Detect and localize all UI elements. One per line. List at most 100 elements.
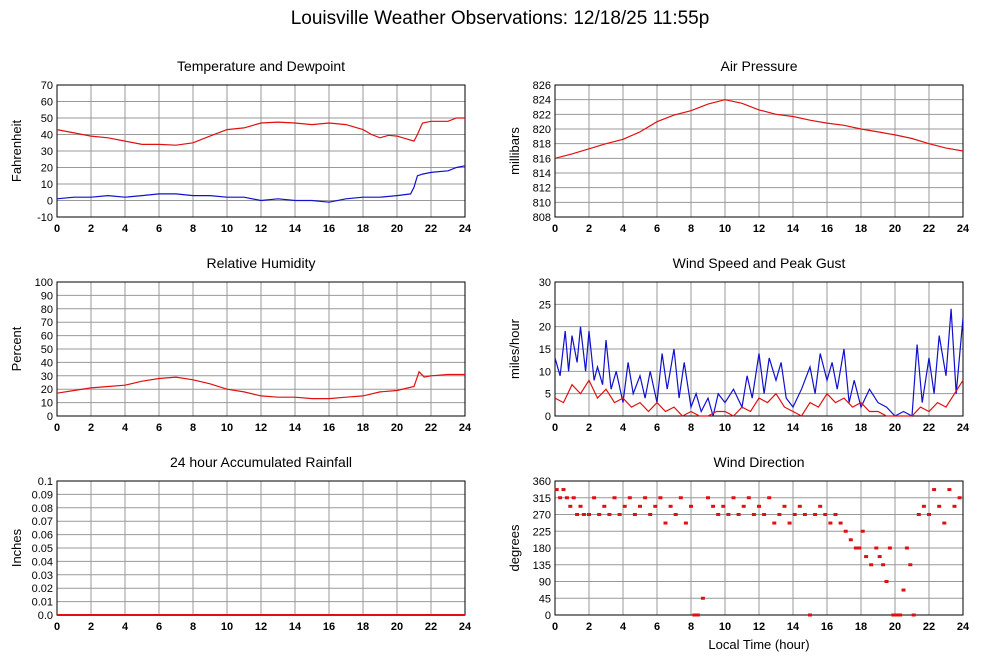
scatter-point xyxy=(927,513,931,516)
x-tick-label: 14 xyxy=(289,223,302,235)
chart-pressure: Air Pressure8088108128148168188208228248… xyxy=(507,58,970,235)
y-tick-label: 0.09 xyxy=(32,489,53,501)
chart-title: 24 hour Accumulated Rainfall xyxy=(170,454,352,470)
scatter-point xyxy=(833,513,838,516)
scatter-point xyxy=(942,521,947,525)
x-tick-label: 4 xyxy=(122,223,129,235)
x-tick-label: 10 xyxy=(221,422,233,434)
scatter-point xyxy=(777,513,782,516)
chart-title: Air Pressure xyxy=(720,58,797,74)
y-tick-label: 0.04 xyxy=(32,556,53,568)
x-tick-label: 14 xyxy=(787,223,800,235)
x-tick-label: 0 xyxy=(552,422,558,434)
x-tick-label: 24 xyxy=(459,422,472,434)
scatter-point xyxy=(673,513,678,516)
x-tick-label: 4 xyxy=(122,621,129,633)
x-tick-label: 14 xyxy=(289,422,302,434)
x-tick-label: 22 xyxy=(425,621,437,633)
x-tick-label: 0 xyxy=(54,223,60,235)
y-tick-label: 0.02 xyxy=(32,583,53,595)
y-tick-label: 10 xyxy=(539,366,551,378)
scatter-point xyxy=(597,513,602,516)
scatter-point xyxy=(736,513,741,516)
scatter-point xyxy=(772,521,777,525)
scatter-point xyxy=(602,504,607,508)
series-line-1 xyxy=(554,99,964,159)
x-tick-label: 0 xyxy=(54,422,60,434)
x-tick-label: 14 xyxy=(289,621,302,633)
x-tick-label: 18 xyxy=(357,621,369,633)
x-tick-label: 14 xyxy=(787,621,800,633)
y-axis-label: degrees xyxy=(507,524,522,571)
scatter-point xyxy=(564,496,569,500)
x-tick-label: 10 xyxy=(719,422,731,434)
x-tick-label: 12 xyxy=(255,223,267,235)
y-tick-label: 40 xyxy=(41,357,53,369)
y-tick-label: 0.08 xyxy=(32,503,53,515)
chart-temp: Temperature and Dewpoint-100102030405060… xyxy=(9,58,472,235)
x-tick-label: 8 xyxy=(688,621,694,633)
y-tick-label: 315 xyxy=(533,493,551,505)
scatter-point xyxy=(558,496,563,500)
y-tick-label: 20 xyxy=(539,322,551,334)
y-tick-label: 0 xyxy=(47,411,53,423)
scatter-point xyxy=(568,504,573,508)
scatter-point xyxy=(782,504,787,508)
y-tick-label: 810 xyxy=(533,197,551,209)
y-tick-label: 180 xyxy=(533,543,551,555)
scatter-point xyxy=(617,513,622,516)
scatter-point xyxy=(711,504,716,508)
x-tick-label: 10 xyxy=(719,223,731,235)
y-tick-label: 40 xyxy=(41,130,53,142)
scatter-point xyxy=(592,496,597,500)
x-tick-label: 16 xyxy=(821,621,833,633)
plot-frame xyxy=(56,281,466,417)
x-tick-label: 20 xyxy=(889,621,901,633)
x-tick-label: 6 xyxy=(156,223,162,235)
x-tick-label: 4 xyxy=(122,422,129,434)
scatter-point xyxy=(898,613,903,617)
scatter-point xyxy=(884,580,889,583)
scatter-point xyxy=(860,529,865,533)
y-tick-label: 5 xyxy=(545,389,551,401)
scatter-point xyxy=(741,504,746,508)
scatter-point xyxy=(916,513,921,516)
chart-title: Relative Humidity xyxy=(207,255,316,271)
scatter-point xyxy=(864,555,869,559)
y-tick-label: 822 xyxy=(533,109,551,121)
x-tick-label: 12 xyxy=(255,422,267,434)
scatter-point xyxy=(787,521,792,525)
scatter-point xyxy=(746,496,751,500)
scatter-point xyxy=(716,513,721,516)
y-axis-label: miles/hour xyxy=(507,318,522,379)
scatter-point xyxy=(627,496,632,500)
x-tick-label: 20 xyxy=(391,621,403,633)
scatter-point xyxy=(653,504,658,508)
scatter-point xyxy=(957,496,962,500)
y-tick-label: 0.01 xyxy=(32,597,53,609)
y-tick-label: 0.05 xyxy=(32,543,53,555)
scatter-point xyxy=(894,613,899,617)
chart-title: Temperature and Dewpoint xyxy=(177,58,345,74)
x-tick-label: 22 xyxy=(923,422,935,434)
scatter-point xyxy=(843,529,848,533)
x-tick-label: 6 xyxy=(156,621,162,633)
x-tick-label: 18 xyxy=(855,223,867,235)
chart-humidity: Relative Humidity01020304050607080901000… xyxy=(9,255,472,434)
x-tick-label: 24 xyxy=(459,223,472,235)
y-tick-label: 30 xyxy=(41,146,53,158)
scatter-point xyxy=(638,504,642,508)
scatter-point xyxy=(901,588,906,592)
x-tick-label: 6 xyxy=(654,422,660,434)
scatter-point xyxy=(587,513,591,516)
scatter-point xyxy=(658,496,663,500)
x-tick-label: 4 xyxy=(620,422,627,434)
x-tick-label: 0 xyxy=(54,621,60,633)
scatter-point xyxy=(622,504,627,508)
scatter-point xyxy=(921,504,926,508)
scatter-point xyxy=(853,546,858,550)
scatter-point xyxy=(663,521,668,525)
scatter-point xyxy=(952,504,957,508)
y-tick-label: 10 xyxy=(41,179,53,191)
